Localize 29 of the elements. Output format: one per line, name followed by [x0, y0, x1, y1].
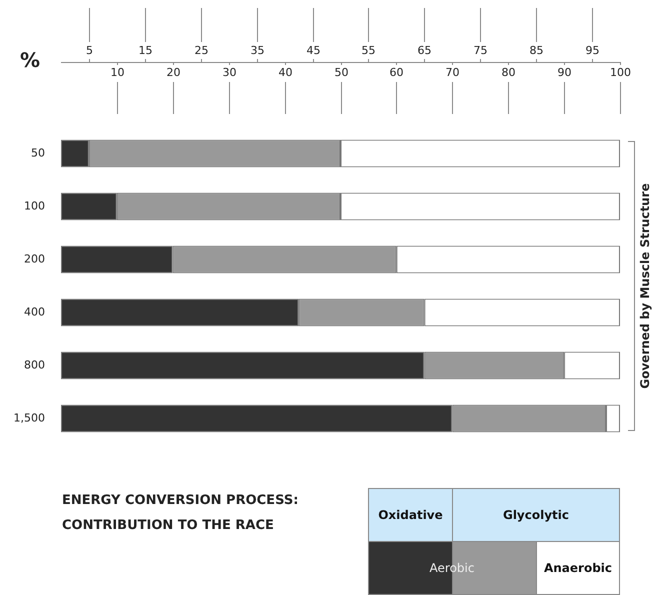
x-tick-label: 100 — [610, 66, 631, 79]
x-tick-label: 10 — [110, 66, 124, 79]
x-tick-label: 20 — [166, 66, 180, 79]
x2-tick-label: 85 — [530, 44, 544, 57]
x-tick-label: 70 — [446, 66, 460, 79]
x-tick-label: 40 — [278, 66, 292, 79]
x2-tick-label: 5 — [86, 44, 93, 57]
x-tick-label: 80 — [502, 66, 516, 79]
y-tick-label: 50 — [31, 146, 45, 160]
y-tick-label: 1,500 — [14, 411, 45, 424]
x2-tick-label: 15 — [138, 44, 152, 57]
x-tick-label: 90 — [558, 66, 572, 79]
y-tick-label: 200 — [24, 252, 45, 266]
text: Governed by Muscle Structure — [638, 183, 652, 389]
x-tick-label: 60 — [390, 66, 404, 79]
x-axis-title: % — [20, 48, 40, 72]
x-tick-label: 30 — [222, 66, 236, 79]
y-tick-label: 800 — [24, 358, 45, 372]
x2-tick-label: 45 — [306, 44, 320, 57]
x2-tick-label: 25 — [194, 44, 208, 57]
x-tick-label: 50 — [334, 66, 348, 79]
y-tick-label: 100 — [24, 199, 45, 212]
x2-tick-label: 95 — [586, 44, 600, 57]
y-tick-label: 400 — [24, 305, 45, 318]
x2-tick-label: 55 — [362, 44, 376, 57]
text: ENERGY CONVERSION PROCESS: CONTRIBUTION TO THE RACE — [62, 492, 300, 535]
x2-tick-label: 65 — [418, 44, 432, 57]
x2-tick-label: 35 — [250, 44, 264, 57]
x2-tick-label: 75 — [474, 44, 488, 57]
